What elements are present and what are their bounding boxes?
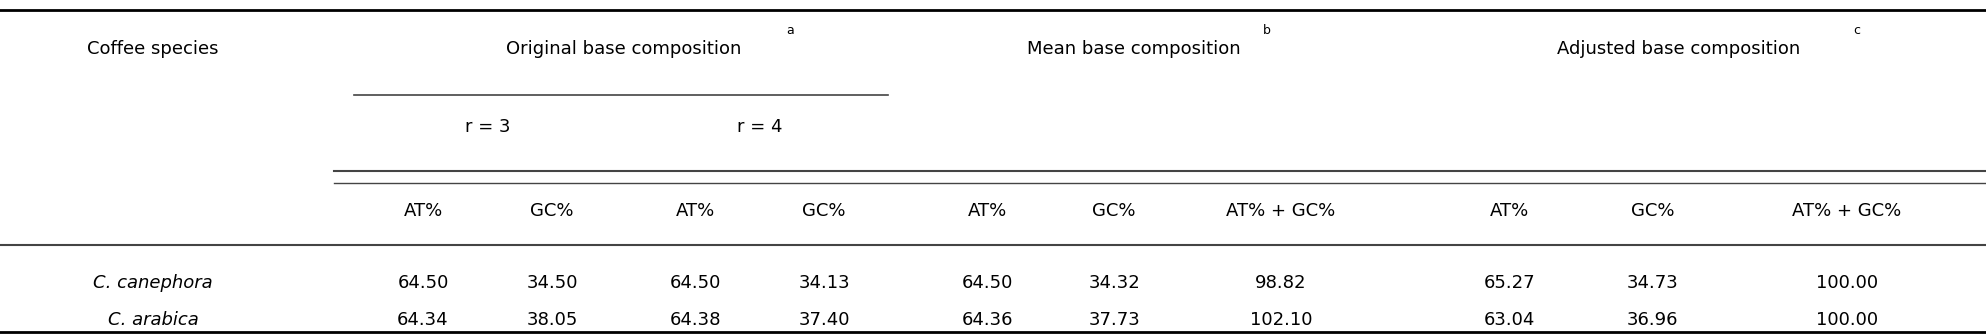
- Text: b: b: [1263, 24, 1271, 37]
- Text: 64.50: 64.50: [961, 274, 1013, 292]
- Text: 100.00: 100.00: [1815, 311, 1879, 329]
- Text: 34.50: 34.50: [526, 274, 578, 292]
- Text: AT% + GC%: AT% + GC%: [1225, 202, 1337, 220]
- Text: 98.82: 98.82: [1255, 274, 1307, 292]
- Text: AT%: AT%: [675, 202, 715, 220]
- Text: Mean base composition: Mean base composition: [1027, 40, 1241, 58]
- Text: Original base composition: Original base composition: [506, 40, 741, 58]
- Text: 64.50: 64.50: [669, 274, 721, 292]
- Text: GC%: GC%: [802, 202, 846, 220]
- Text: r = 3: r = 3: [465, 118, 510, 136]
- Text: 34.13: 34.13: [798, 274, 850, 292]
- Text: a: a: [786, 24, 794, 37]
- Text: GC%: GC%: [530, 202, 574, 220]
- Text: 34.73: 34.73: [1627, 274, 1678, 292]
- Text: Adjusted base composition: Adjusted base composition: [1557, 40, 1799, 58]
- Text: 64.34: 64.34: [397, 311, 449, 329]
- Text: 34.32: 34.32: [1088, 274, 1140, 292]
- Text: 38.05: 38.05: [526, 311, 578, 329]
- Text: AT%: AT%: [403, 202, 443, 220]
- Text: 37.40: 37.40: [798, 311, 850, 329]
- Text: 36.96: 36.96: [1627, 311, 1678, 329]
- Text: 65.27: 65.27: [1484, 274, 1535, 292]
- Text: 102.10: 102.10: [1249, 311, 1313, 329]
- Text: 37.73: 37.73: [1088, 311, 1140, 329]
- Text: AT% + GC%: AT% + GC%: [1791, 202, 1903, 220]
- Text: 64.36: 64.36: [961, 311, 1013, 329]
- Text: 64.38: 64.38: [669, 311, 721, 329]
- Text: 63.04: 63.04: [1484, 311, 1535, 329]
- Text: AT%: AT%: [1490, 202, 1529, 220]
- Text: AT%: AT%: [967, 202, 1007, 220]
- Text: C. arabica: C. arabica: [107, 311, 199, 329]
- Text: c: c: [1853, 24, 1861, 37]
- Text: GC%: GC%: [1631, 202, 1674, 220]
- Text: GC%: GC%: [1092, 202, 1136, 220]
- Text: r = 4: r = 4: [737, 118, 782, 136]
- Text: C. canephora: C. canephora: [93, 274, 213, 292]
- Text: Coffee species: Coffee species: [87, 40, 218, 58]
- Text: 100.00: 100.00: [1815, 274, 1879, 292]
- Text: 64.50: 64.50: [397, 274, 449, 292]
